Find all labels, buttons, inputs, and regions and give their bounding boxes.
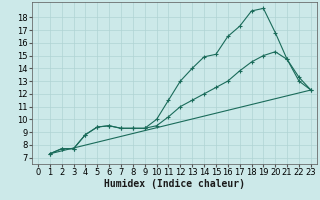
X-axis label: Humidex (Indice chaleur): Humidex (Indice chaleur) xyxy=(104,179,245,189)
